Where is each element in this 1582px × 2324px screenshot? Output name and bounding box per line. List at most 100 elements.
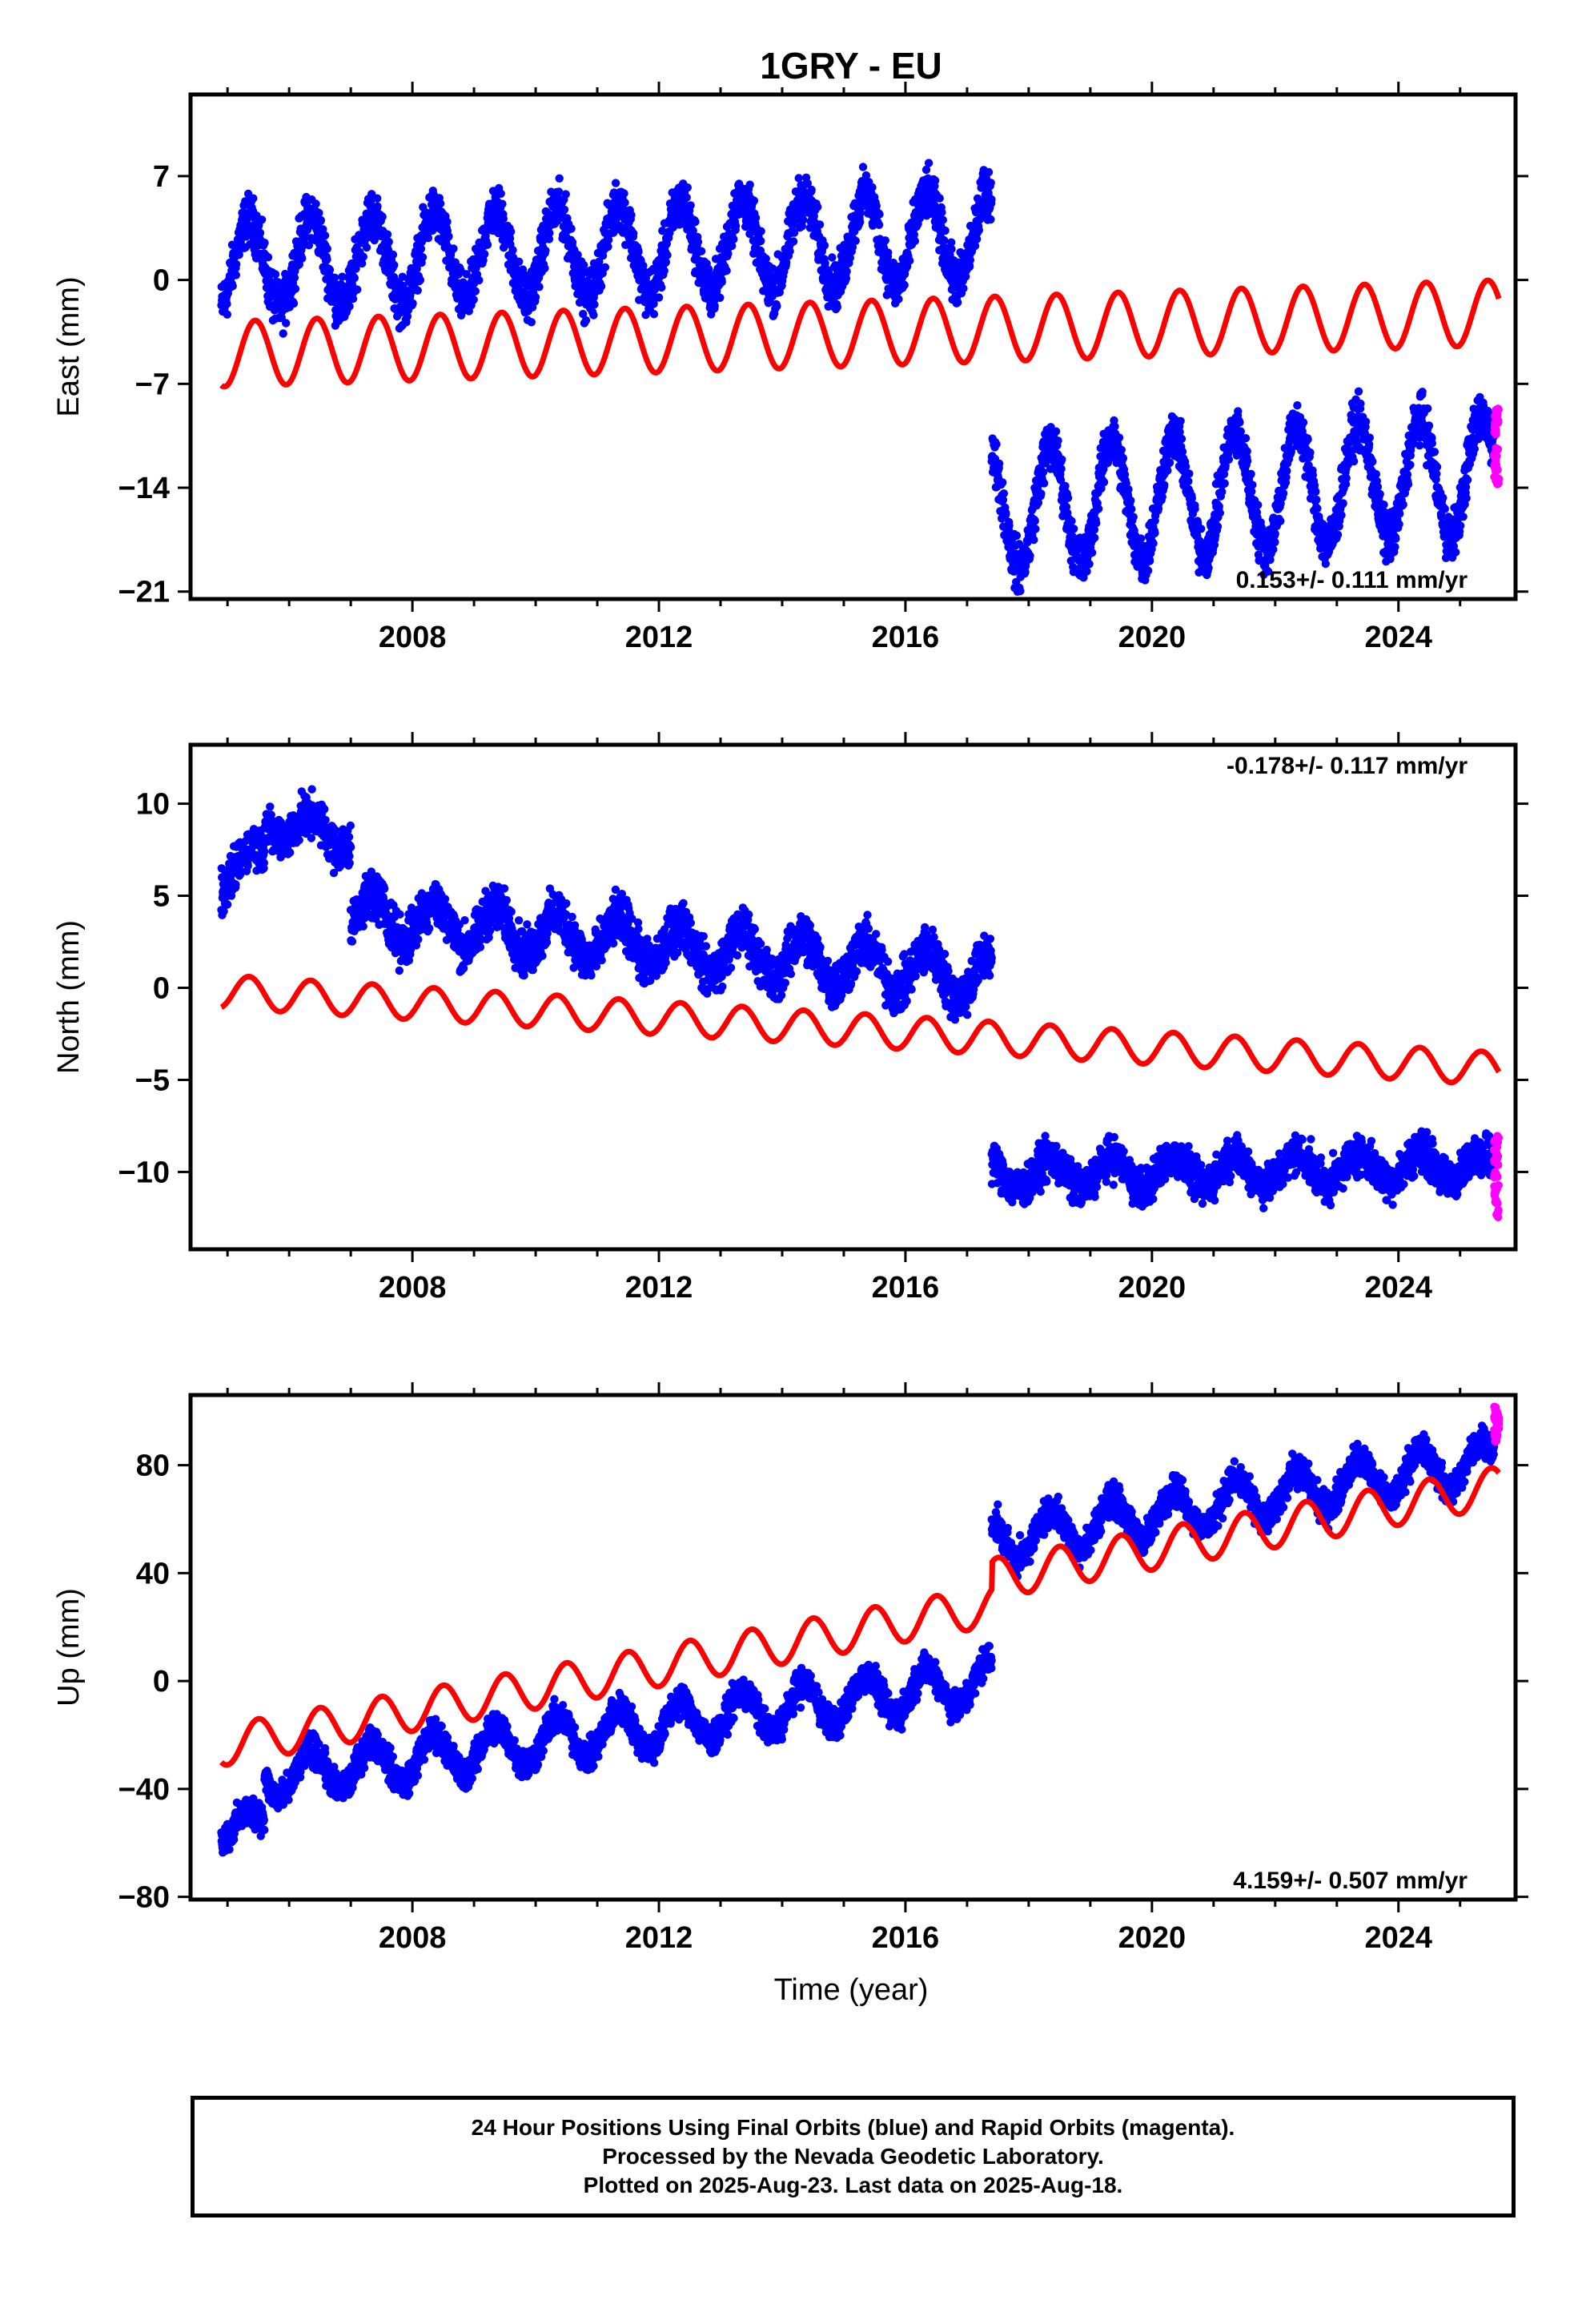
y-tick-label: 0 [153,264,170,298]
data-point [286,848,295,857]
data-point [998,478,1007,487]
data-point [1085,560,1094,569]
data-point [861,171,871,180]
data-point [1456,521,1465,530]
data-point [761,254,770,263]
data-point [1031,525,1040,533]
data-point [1136,534,1146,543]
data-point [554,187,564,196]
data-point [413,286,422,295]
data-point [728,241,737,251]
data-point [1368,457,1377,466]
rapid-data-point [1492,456,1500,466]
data-point [938,208,946,217]
data-point [611,179,620,187]
data-point [249,194,258,203]
data-point [475,275,484,285]
data-point [773,302,781,311]
data-point [223,300,231,308]
data-point [263,253,273,262]
data-point [243,862,252,870]
data-point [1129,513,1138,521]
data-point [807,185,816,195]
rapid-data-point [1492,428,1500,437]
data-point [716,293,725,302]
data-point [909,230,919,239]
data-point [1461,483,1471,492]
data-point [353,285,362,294]
chart-title: 1GRY - EU [760,45,942,86]
data-point [1371,469,1381,479]
data-point [408,299,417,308]
data-point [1030,517,1039,525]
data-point [900,280,909,290]
data-point [1406,460,1415,469]
data-point [320,231,330,240]
data-point [260,239,269,247]
data-point [1463,476,1472,485]
data-point [947,238,956,247]
data-point [1099,477,1109,487]
data-point [1361,417,1371,426]
data-point [568,238,577,247]
data-point [691,217,700,227]
data-point [751,213,761,223]
data-point [1403,480,1413,489]
data-point [271,270,280,279]
data-point [1341,480,1351,489]
data-point [984,167,994,177]
data-point [749,196,759,205]
data-point [540,263,549,273]
data-point [359,252,367,261]
data-point [590,300,599,309]
data-point [325,265,335,275]
data-point [1257,523,1266,532]
data-point [884,248,893,257]
data-point [947,244,956,254]
data-point [693,237,703,247]
data-point [596,282,606,291]
data-point [319,225,327,234]
data-point [1310,480,1319,489]
data-point [815,220,825,229]
data-point [1218,487,1227,497]
data-point [1427,439,1437,448]
data-point [1279,489,1288,498]
data-point [1460,500,1469,509]
data-point [1220,479,1229,488]
data-point [1311,487,1320,497]
data-point [661,258,670,267]
data-point [1437,513,1446,521]
data-point [789,219,798,229]
data-point [881,236,890,245]
data-point [986,179,995,187]
data-point [1440,505,1449,513]
data-point [232,259,241,269]
data-point [1432,469,1441,478]
data-point [1178,447,1187,456]
data-point [794,174,803,183]
data-point [1197,525,1206,533]
x-tick-label: 2020 [1118,621,1186,654]
data-point [282,319,291,328]
data-point [1063,493,1073,502]
data-point [757,227,765,235]
data-point [1354,387,1363,396]
data-point [994,459,1004,468]
data-point [1145,557,1154,565]
data-point [683,183,692,192]
data-point [729,235,738,243]
data-point [1439,493,1447,502]
data-point [856,208,865,217]
data-point [276,818,285,826]
data-point [1243,456,1252,465]
data-point [1365,433,1375,442]
data-point [1117,445,1126,454]
data-point [527,318,536,327]
data-point [1356,399,1365,408]
data-point [350,273,359,283]
data-point [231,271,240,279]
data-point [471,287,480,296]
data-point [1337,511,1346,520]
y-tick-label: −21 [118,576,170,609]
